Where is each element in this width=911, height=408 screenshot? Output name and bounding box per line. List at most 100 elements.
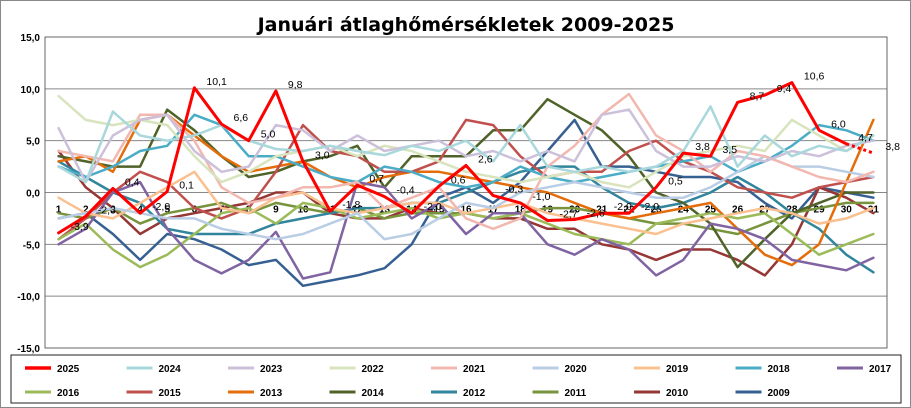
data-label: 4,7	[858, 132, 873, 144]
chart-title: Januári átlaghőmérsékletek 2009-2025	[256, 14, 675, 36]
legend-box	[10, 354, 902, 404]
y-axis: 15,0 10,0 5,0 0,0 -5,0 -10,0 -15,0	[17, 33, 40, 355]
data-label: -2,0	[641, 201, 659, 213]
series-line-2015	[57, 118, 875, 241]
data-label: -2,0	[152, 201, 170, 213]
series-line-2025-last	[845, 142, 874, 155]
series-line-2024	[57, 105, 875, 184]
x-tick-label: 4	[137, 205, 143, 216]
data-label: -2,0	[614, 201, 632, 213]
x-tick-label: 20	[569, 205, 581, 216]
x-tick-label: 18	[515, 205, 527, 216]
x-tick-label: 10	[297, 205, 309, 216]
series-line-2020	[57, 154, 875, 241]
x-tick-label: 13	[379, 205, 391, 216]
x-axis: 1 2 3 4 5 6 7 8 9 10 11 12 13 14 15 16 17 18 19 20 21 22 23 24 2…	[56, 205, 880, 216]
data-label: 6,6	[234, 112, 249, 124]
y-tick-label: -5,0	[23, 240, 41, 251]
legend-entry: 2020	[565, 364, 588, 375]
legend-entry: 2011	[565, 388, 587, 399]
legend-entry: 2023	[260, 364, 283, 375]
data-label: 0,5	[668, 175, 683, 187]
x-tick-label: 2	[83, 205, 89, 216]
x-tick-label: 8	[246, 205, 252, 216]
legend-entry: 2014	[362, 388, 385, 399]
series-lines	[57, 81, 875, 288]
data-labels: -3,9 -2,3 0,4 -2,0 0,1 10,1 6,6 5,0 9,8 3,0 -1,8 0,…	[71, 71, 901, 233]
series-line-2022	[57, 94, 875, 189]
legend-entry: 2017	[869, 364, 892, 375]
data-label: 8,7	[750, 90, 765, 102]
x-tick-label: 5	[164, 205, 170, 216]
data-label: 0,7	[369, 173, 384, 185]
x-tick-label: 25	[705, 205, 717, 216]
x-tick-label: 31	[868, 205, 880, 216]
legend-entry: 2013	[260, 388, 283, 399]
data-label: 9,4	[777, 83, 792, 95]
data-label: 3,8	[885, 141, 900, 153]
legend-entry: 2022	[362, 364, 385, 375]
data-label: 0,6	[451, 174, 466, 186]
data-label: 0,4	[125, 176, 140, 188]
legend-entry: 2015	[159, 388, 182, 399]
x-tick-label: 15	[433, 205, 445, 216]
x-tick-label: 17	[488, 205, 500, 216]
y-tick-label: -10,0	[17, 292, 40, 303]
data-label: 0,1	[179, 179, 194, 191]
data-label: -2,6	[587, 207, 605, 219]
data-label: 3,8	[695, 141, 710, 153]
legend-entry: 2025	[57, 364, 80, 375]
data-label: -2,7	[559, 208, 577, 220]
y-tick-label: 15,0	[21, 33, 41, 44]
series-line-2017	[57, 180, 875, 280]
x-tick-label: 1	[56, 205, 62, 216]
data-label: -0,3	[505, 184, 523, 196]
x-tick-label: 14	[406, 205, 418, 216]
y-tick-label: 5,0	[26, 137, 40, 148]
x-tick-label: 9	[273, 205, 279, 216]
series-line-2023	[57, 108, 875, 184]
x-tick-label: 12	[352, 205, 364, 216]
x-tick-label: 27	[759, 205, 771, 216]
legend-entry: 2018	[768, 364, 791, 375]
data-label: 9,8	[288, 79, 303, 91]
series-line-2019	[57, 170, 875, 236]
data-label: -2,3	[98, 204, 116, 216]
data-label: -2,0	[424, 201, 442, 213]
data-label: 2,6	[478, 154, 493, 166]
legend-entry: 2010	[666, 388, 689, 399]
x-tick-label: 22	[623, 205, 635, 216]
data-label: -3,9	[71, 221, 89, 233]
legend-entry: 2009	[768, 388, 791, 399]
x-tick-label: 23	[651, 205, 663, 216]
x-tick-label: 30	[841, 205, 853, 216]
x-tick-label: 24	[678, 205, 690, 216]
x-tick-label: 26	[732, 205, 744, 216]
x-tick-label: 21	[596, 205, 608, 216]
series-line-2025	[57, 81, 848, 235]
data-label: 10,6	[804, 71, 825, 83]
legend-entry: 2019	[666, 364, 689, 375]
data-label: -1,8	[342, 199, 360, 211]
y-tick-label: -15,0	[17, 344, 40, 355]
x-tick-label: 19	[542, 205, 554, 216]
legend-entry: 2021	[463, 364, 486, 375]
legend-entry: 2012	[463, 388, 486, 399]
legend: 2025 2024 2023 2022 2021 2020 2019 2018 2017 2016…	[10, 354, 902, 404]
data-label: 3,5	[722, 144, 737, 156]
data-label: 6,0	[831, 118, 846, 130]
x-tick-label: 7	[219, 205, 225, 216]
data-label: -0,4	[397, 185, 415, 197]
y-tick-label: 0,0	[26, 189, 40, 200]
data-label: -1,0	[532, 191, 550, 203]
series-line-2021	[57, 92, 875, 231]
x-tick-label: 29	[814, 205, 826, 216]
x-tick-label: 16	[460, 205, 472, 216]
x-tick-label: 28	[786, 205, 798, 216]
plot-area-border	[44, 36, 888, 349]
x-tick-label: 6	[192, 205, 198, 216]
data-label: 10,1	[206, 76, 227, 88]
legend-entry: 2024	[159, 364, 182, 375]
